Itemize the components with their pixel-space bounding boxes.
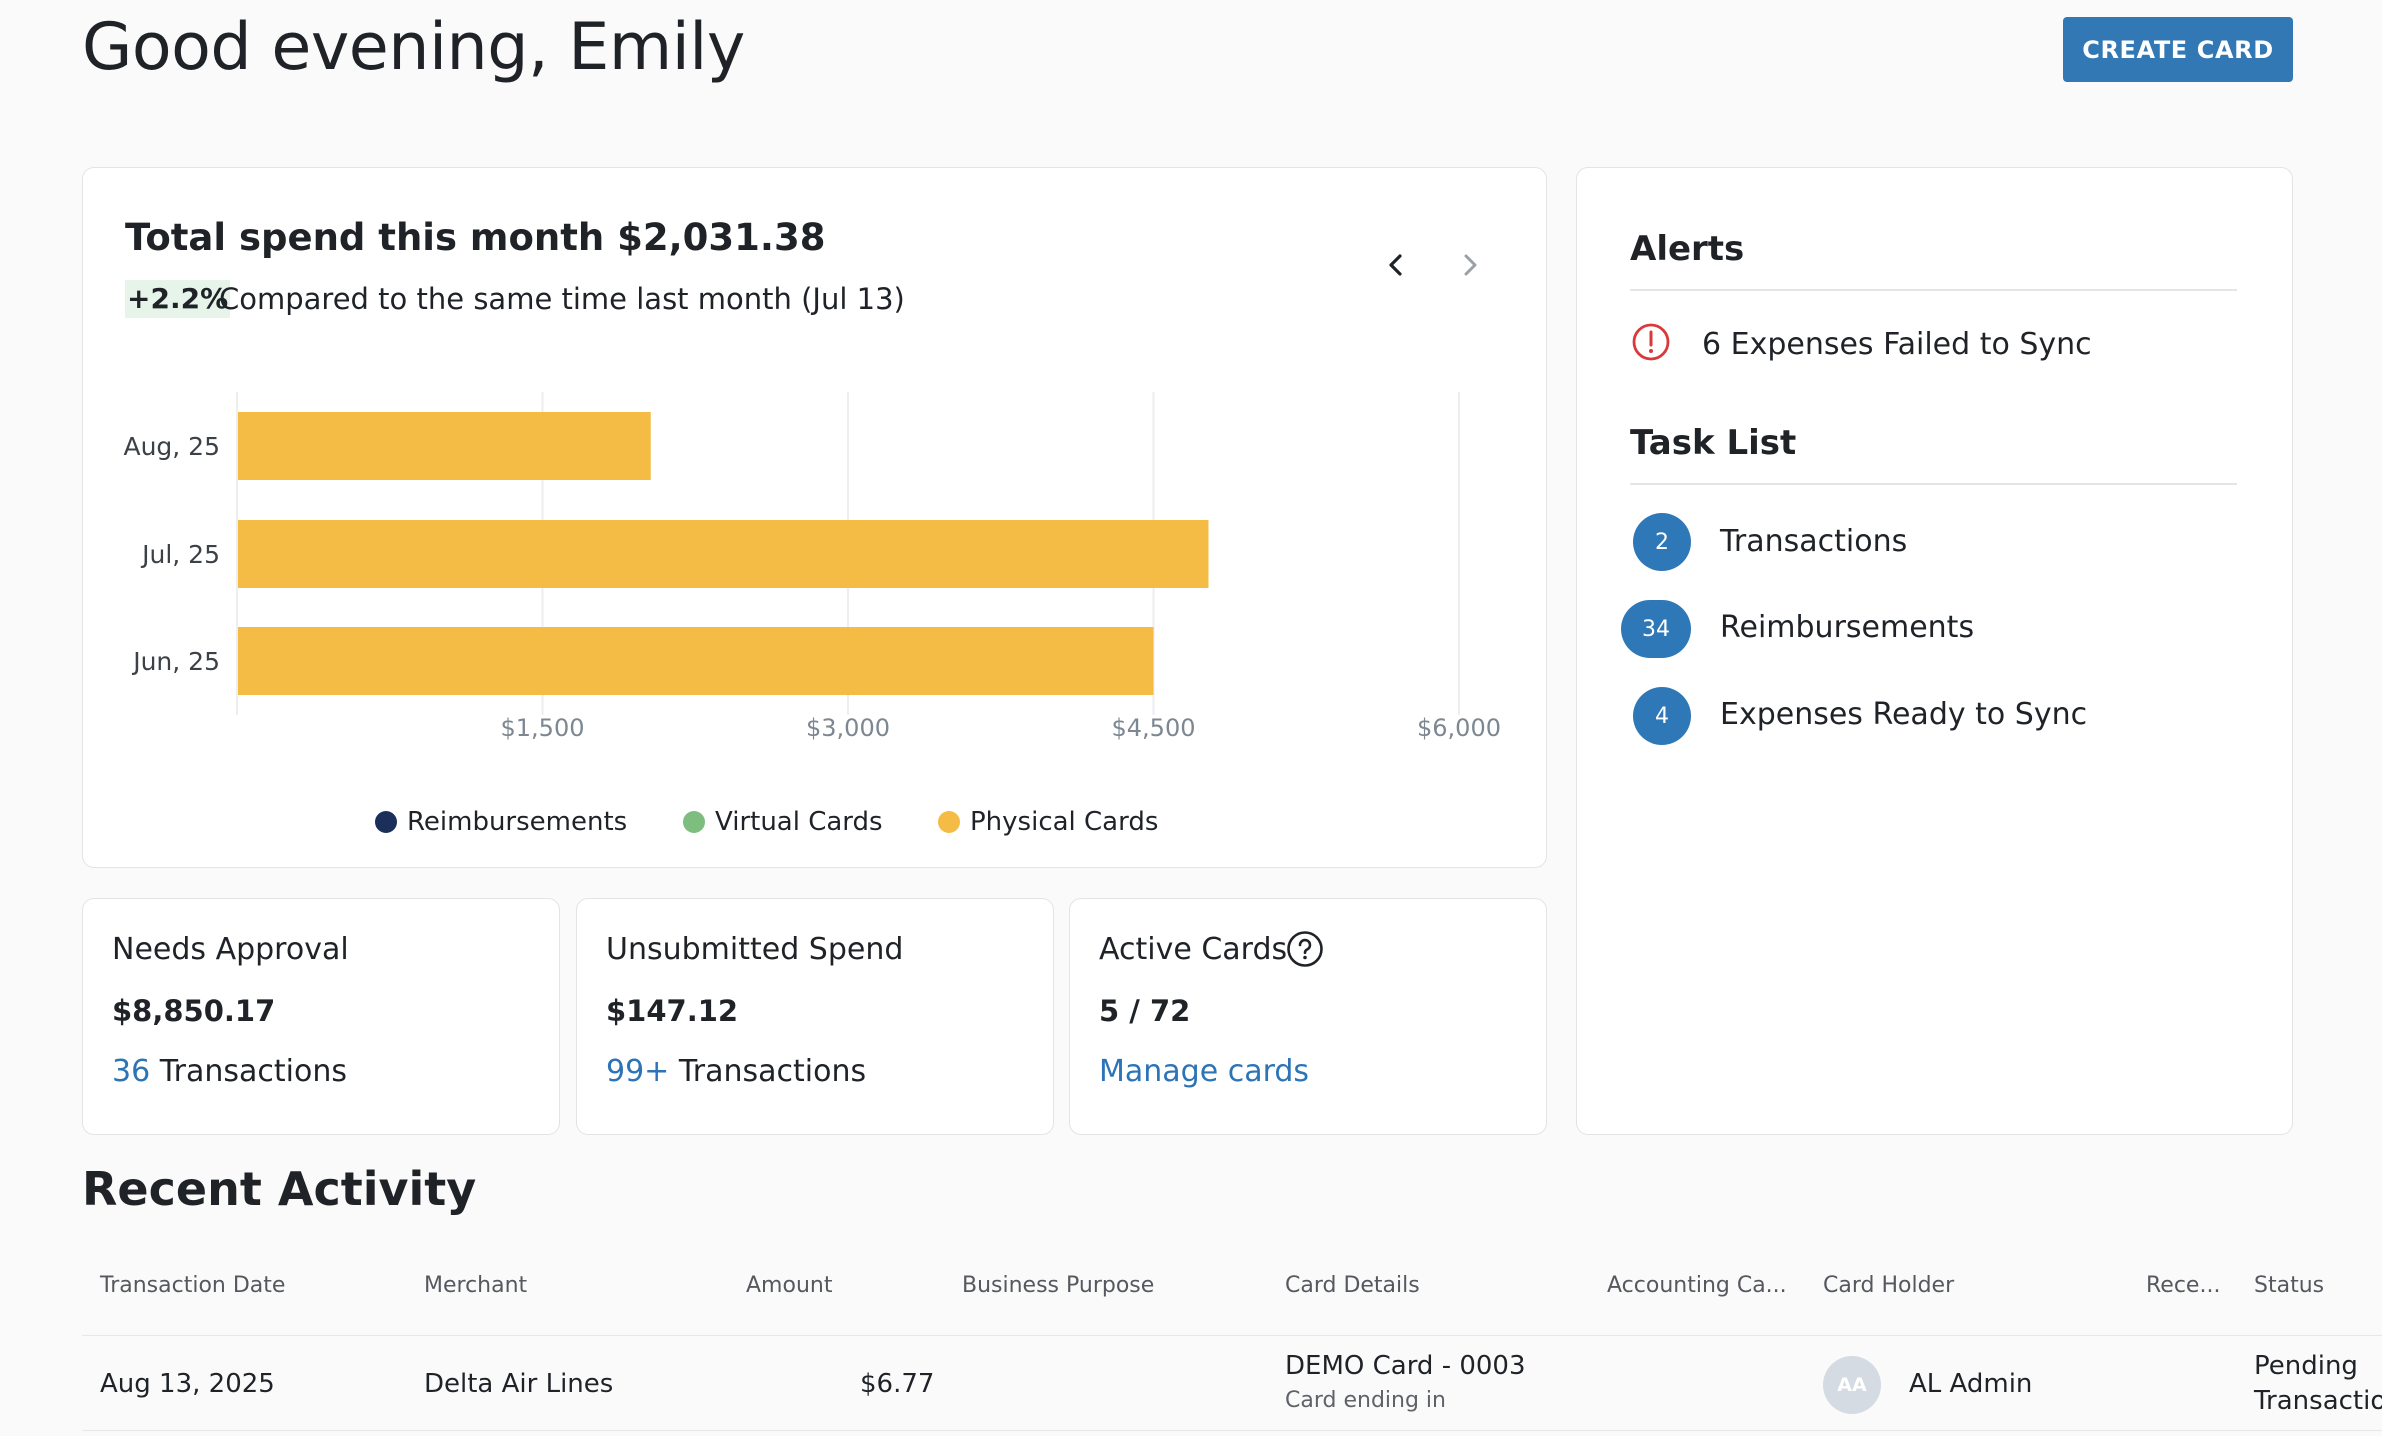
cell-amount: $6.77 [860, 1369, 935, 1399]
compare-text: Compared to the same time last month (Ju… [219, 282, 905, 316]
x-tick-label: $1,500 [501, 714, 585, 742]
column-header-card-details[interactable]: Card Details [1285, 1273, 1420, 1298]
bar-physical-cards [238, 412, 651, 480]
avatar: AA [1823, 1356, 1881, 1414]
chevron-right-icon [1464, 254, 1477, 276]
x-tick-label: $4,500 [1112, 714, 1196, 742]
stat-label: Unsubmitted Spend [606, 932, 904, 967]
alert-item[interactable]: 6 Expenses Failed to Sync [1702, 327, 2092, 362]
column-header-merchant[interactable]: Merchant [424, 1273, 528, 1298]
task-count-badge: 34 [1621, 600, 1691, 658]
stat-transactions-link[interactable]: 99+ Transactions [606, 1054, 866, 1089]
change-badge: +2.2% [125, 280, 231, 318]
chart-next-button[interactable] [1450, 245, 1490, 285]
task-item-expenses-ready[interactable]: Expenses Ready to Sync [1720, 697, 2088, 732]
legend-dot [938, 811, 960, 833]
column-header-amount[interactable]: Amount [746, 1273, 833, 1298]
table-row[interactable]: Aug 13, 2025 Delta Air Lines $6.77 DEMO … [82, 1336, 2382, 1430]
task-count-badge: 2 [1633, 513, 1691, 571]
stat-value: 5 / 72 [1099, 994, 1191, 1028]
legend-virtual-cards: Virtual Cards [683, 807, 883, 837]
transaction-count[interactable]: 36 [112, 1054, 151, 1089]
stat-transactions-link[interactable]: 36 Transactions [112, 1054, 347, 1089]
task-list-title: Task List [1630, 423, 1797, 463]
table-divider [82, 1430, 2382, 1431]
alert-circle-icon [1631, 322, 1671, 366]
divider [1630, 289, 2237, 291]
cell-card-sub: Card ending in [1285, 1388, 1446, 1413]
y-category-label: Jun, 25 [131, 647, 220, 676]
needs-approval-card: Needs Approval $8,850.17 36 Transactions [82, 898, 560, 1135]
chevron-left-icon [1389, 254, 1402, 276]
spend-bar-chart: $1,500 $3,000 $4,500 $6,000 Aug, 25 Jul, 25 Ju… [123, 392, 1501, 742]
y-category-label: Jul, 25 [140, 540, 220, 569]
legend-label: Physical Cards [970, 807, 1159, 837]
stat-label: Needs Approval [112, 932, 349, 967]
column-header-accounting[interactable]: Accounting Ca... [1607, 1273, 1787, 1298]
column-header-transaction-date[interactable]: Transaction Date [100, 1273, 286, 1298]
alerts-title: Alerts [1630, 229, 1745, 269]
manage-cards-link[interactable]: Manage cards [1099, 1054, 1310, 1089]
alerts-tasks-panel [1576, 167, 2293, 1135]
stat-value: $8,850.17 [112, 994, 276, 1028]
legend-label: Reimbursements [407, 807, 628, 837]
recent-activity-title: Recent Activity [82, 1162, 477, 1216]
table-divider [82, 1335, 2382, 1336]
bar-physical-cards [238, 627, 1154, 695]
x-tick-label: $3,000 [806, 714, 890, 742]
task-item-reimbursements[interactable]: Reimbursements [1720, 610, 1975, 645]
task-count-badge: 4 [1633, 687, 1691, 745]
cell-card-name: DEMO Card - 0003 [1285, 1351, 1526, 1381]
page-title: Good evening, Emily [82, 10, 745, 85]
chart-prev-button[interactable] [1376, 245, 1416, 285]
bar-physical-cards [238, 520, 1209, 588]
spend-title: Total spend this month $2,031.38 [125, 216, 826, 259]
cell-merchant: Delta Air Lines [424, 1369, 614, 1399]
column-header-card-holder[interactable]: Card Holder [1823, 1273, 1955, 1298]
column-header-business-purpose[interactable]: Business Purpose [962, 1273, 1155, 1298]
cell-holder-name: AL Admin [1909, 1369, 2033, 1399]
cell-date: Aug 13, 2025 [100, 1369, 275, 1399]
stat-value: $147.12 [606, 994, 739, 1028]
transaction-suffix: Transactions [159, 1054, 347, 1089]
legend-dot [375, 811, 397, 833]
divider [1630, 483, 2237, 485]
help-icon[interactable] [1286, 930, 1324, 972]
cell-status-line2: Transaction [2254, 1386, 2382, 1416]
y-category-label: Aug, 25 [123, 432, 220, 461]
x-tick-label: $6,000 [1417, 714, 1501, 742]
spend-summary-panel [82, 167, 1547, 868]
transaction-suffix: Transactions [678, 1054, 867, 1089]
legend-reimbursements: Reimbursements [375, 807, 627, 837]
transaction-count[interactable]: 99+ [606, 1054, 670, 1089]
legend-dot [683, 811, 705, 833]
task-item-transactions[interactable]: Transactions [1720, 524, 1908, 559]
legend-label: Virtual Cards [715, 807, 883, 837]
stat-label: Active Cards [1099, 932, 1288, 967]
legend-physical-cards: Physical Cards [938, 807, 1158, 837]
cell-status-line1: Pending [2254, 1351, 2358, 1381]
active-cards-card: Active Cards 5 / 72 Manage cards [1069, 898, 1547, 1135]
column-header-receipt[interactable]: Rece... [2146, 1273, 2221, 1298]
column-header-status[interactable]: Status [2254, 1273, 2325, 1298]
unsubmitted-spend-card: Unsubmitted Spend $147.12 99+ Transactio… [576, 898, 1054, 1135]
create-card-button[interactable]: CREATE CARD [2063, 17, 2293, 82]
